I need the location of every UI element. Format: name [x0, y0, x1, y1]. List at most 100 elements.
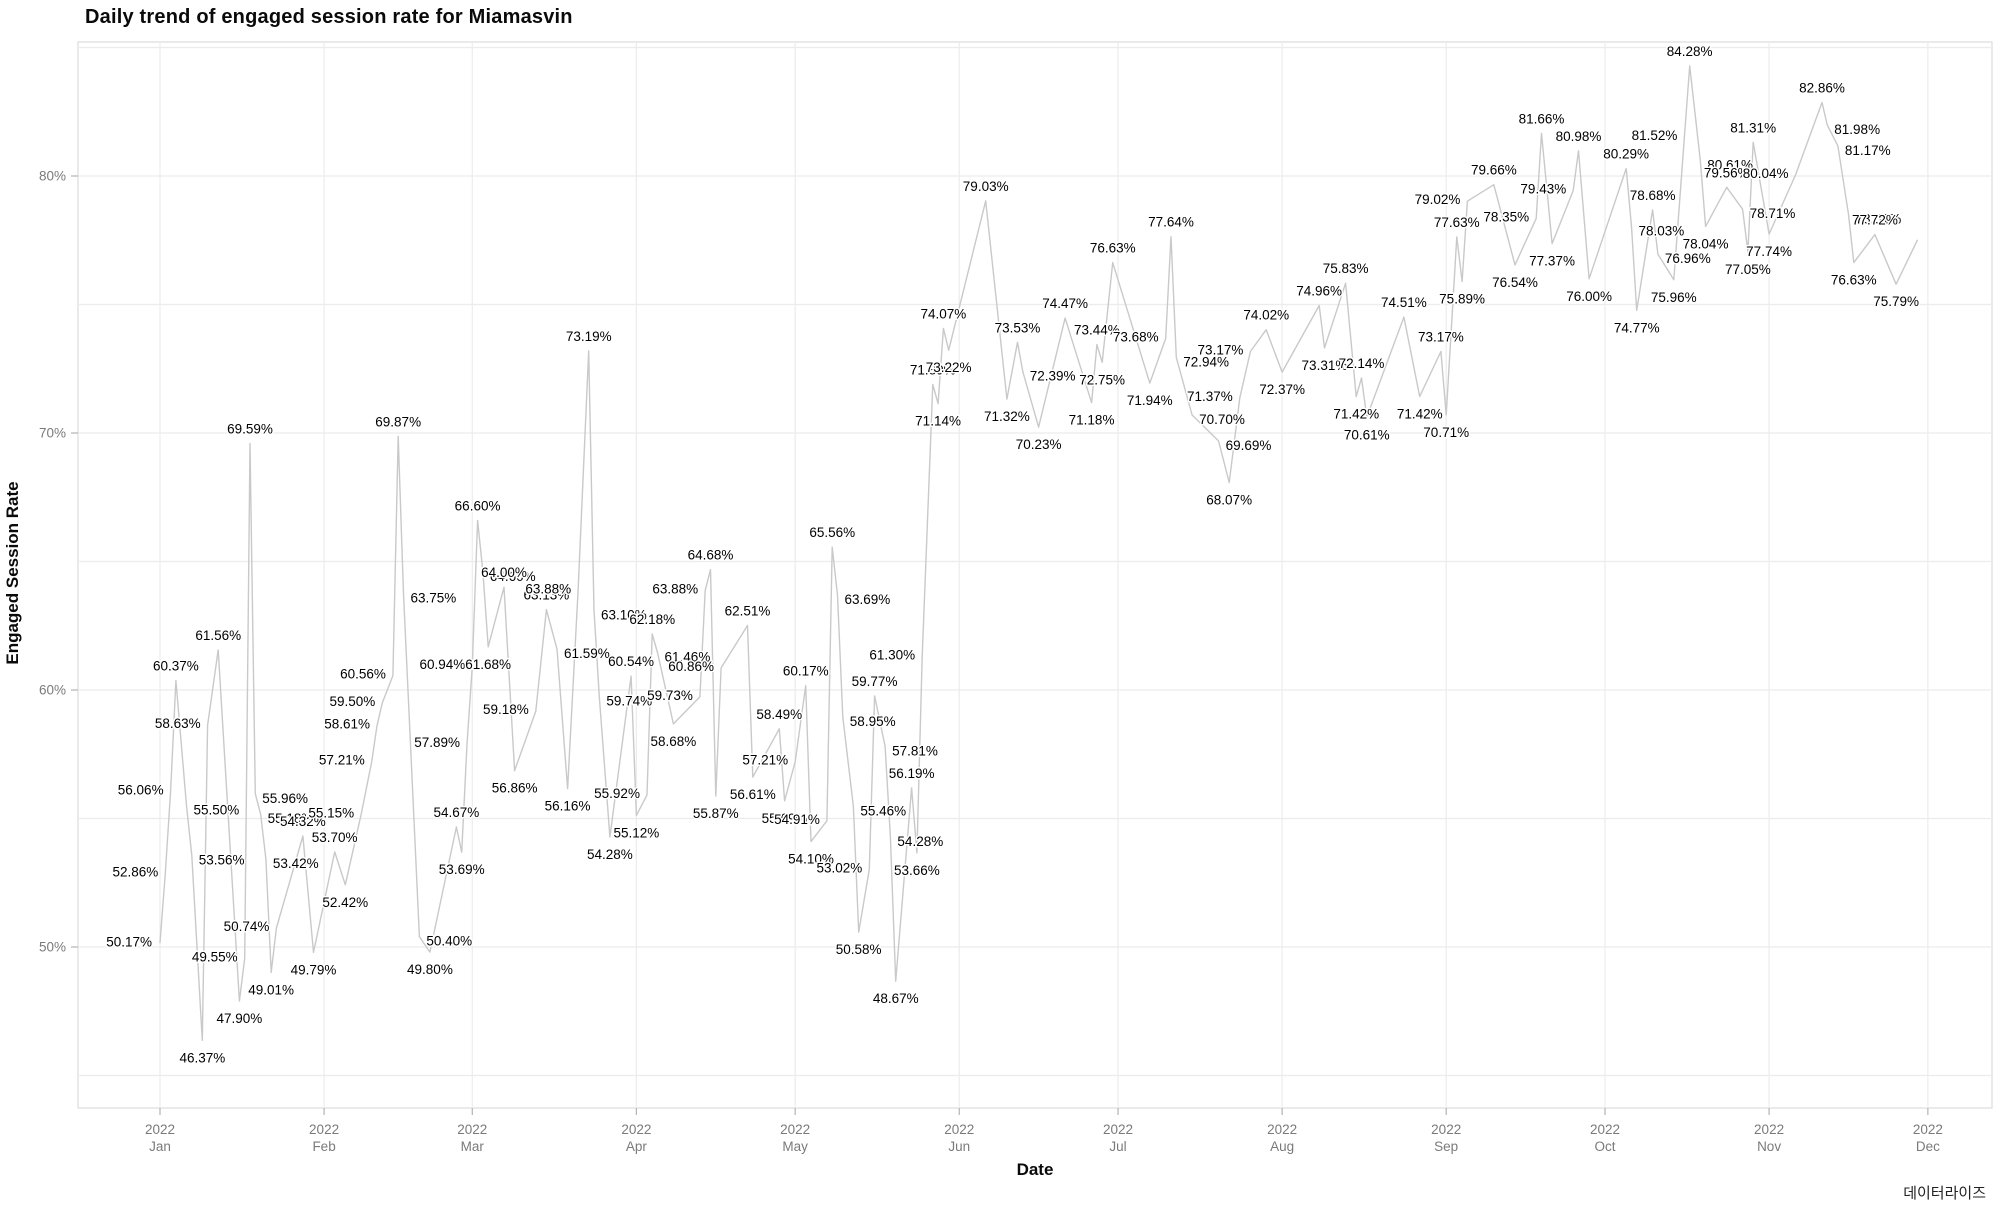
- data-label: 52.86%: [112, 864, 158, 879]
- data-label: 54.10%: [788, 852, 834, 867]
- plot-panel: [77, 41, 1993, 1109]
- data-label: 75.83%: [1323, 261, 1369, 276]
- x-tick-year: 2022: [1267, 1122, 1297, 1137]
- data-label: 58.61%: [324, 717, 370, 732]
- data-label: 77.63%: [1434, 215, 1480, 230]
- data-label: 73.19%: [566, 329, 612, 344]
- data-label: 57.89%: [414, 735, 460, 750]
- data-label: 50.74%: [224, 919, 270, 934]
- data-label: 80.98%: [1556, 129, 1602, 144]
- data-label: 64.60%: [490, 569, 536, 584]
- data-label: 53.02%: [816, 860, 862, 875]
- data-label: 57.21%: [742, 753, 788, 768]
- data-label: 69.69%: [1226, 438, 1272, 453]
- data-label: 64.68%: [688, 548, 734, 563]
- data-label: 73.31%: [1302, 358, 1348, 373]
- data-label: 73.68%: [1113, 329, 1159, 344]
- data-label: 55.92%: [594, 786, 640, 801]
- x-tick-year: 2022: [1590, 1122, 1620, 1137]
- x-tick-year: 2022: [1913, 1122, 1943, 1137]
- data-label: 63.10%: [601, 607, 647, 622]
- data-label: 53.70%: [312, 830, 358, 845]
- y-tick-label: 50%: [39, 940, 66, 955]
- data-label: 53.56%: [199, 853, 245, 868]
- x-tick-year: 2022: [145, 1122, 175, 1137]
- data-label: 74.51%: [1381, 295, 1427, 310]
- data-label: 74.96%: [1296, 284, 1342, 299]
- x-tick-year: 2022: [1431, 1122, 1461, 1137]
- data-label: 70.61%: [1344, 427, 1390, 442]
- data-label: 58.49%: [756, 707, 802, 722]
- data-label: 59.18%: [483, 702, 529, 717]
- data-label: 75.79%: [1873, 294, 1919, 309]
- data-label: 62.51%: [725, 603, 771, 618]
- data-label: 77.74%: [1746, 244, 1792, 259]
- data-label: 57.81%: [892, 743, 938, 758]
- data-label: 60.86%: [668, 659, 714, 674]
- data-label: 59.50%: [330, 694, 376, 709]
- data-label: 48.67%: [873, 991, 919, 1006]
- data-label: 71.89%: [910, 362, 956, 377]
- data-label: 81.66%: [1519, 111, 1565, 126]
- data-label: 71.32%: [984, 409, 1030, 424]
- data-label: 73.44%: [1074, 323, 1120, 338]
- data-label: 61.68%: [465, 657, 511, 672]
- data-label: 63.13%: [523, 588, 569, 603]
- data-label: 55.46%: [860, 804, 906, 819]
- data-label: 55.87%: [693, 806, 739, 821]
- data-label: 81.52%: [1632, 128, 1678, 143]
- data-label: 73.53%: [995, 320, 1041, 335]
- data-label: 56.86%: [492, 781, 538, 796]
- x-tick-month: Jun: [948, 1139, 970, 1154]
- x-tick-month: Jul: [1109, 1139, 1126, 1154]
- data-label: 81.31%: [1730, 120, 1776, 135]
- data-label: 64.00%: [481, 565, 527, 580]
- y-tick-label: 60%: [39, 683, 66, 698]
- data-label: 79.66%: [1471, 163, 1517, 178]
- data-label: 77.05%: [1725, 262, 1771, 277]
- data-label: 58.68%: [651, 734, 697, 749]
- data-label: 49.80%: [407, 962, 453, 977]
- data-label: 71.37%: [1187, 389, 1233, 404]
- data-label: 76.63%: [1831, 273, 1877, 288]
- data-label: 71.42%: [1397, 407, 1443, 422]
- data-label: 84.28%: [1667, 44, 1713, 59]
- data-label: 50.40%: [426, 934, 472, 949]
- data-label: 72.94%: [1183, 354, 1229, 369]
- data-label: 76.00%: [1566, 289, 1612, 304]
- data-label: 76.63%: [1090, 241, 1136, 256]
- data-label: 54.28%: [587, 847, 633, 862]
- x-tick-year: 2022: [1754, 1122, 1784, 1137]
- data-label: 60.94%: [419, 657, 465, 672]
- data-label: 61.30%: [869, 648, 915, 663]
- data-label: 63.69%: [845, 592, 891, 607]
- data-label: 54.91%: [774, 812, 820, 827]
- data-label: 47.90%: [216, 1011, 262, 1026]
- data-label: 73.17%: [1198, 343, 1244, 358]
- x-tick-year: 2022: [457, 1122, 487, 1137]
- x-tick-year: 2022: [1103, 1122, 1133, 1137]
- data-label: 63.75%: [410, 591, 456, 606]
- data-label: 54.32%: [280, 814, 326, 829]
- x-tick-month: Mar: [461, 1139, 485, 1154]
- x-tick-month: Apr: [626, 1139, 648, 1154]
- data-label: 71.42%: [1333, 407, 1379, 422]
- data-label: 54.67%: [434, 805, 480, 820]
- data-label: 77.37%: [1529, 254, 1575, 269]
- data-label: 77.64%: [1148, 215, 1194, 230]
- chart-title: Daily trend of engaged session rate for …: [85, 6, 573, 28]
- data-label: 55.15%: [308, 806, 354, 821]
- data-label: 59.74%: [606, 694, 652, 709]
- x-tick-year: 2022: [309, 1122, 339, 1137]
- data-label: 75.96%: [1651, 290, 1697, 305]
- data-label: 61.59%: [564, 646, 610, 661]
- data-label: 59.73%: [647, 688, 693, 703]
- data-label: 49.55%: [192, 950, 238, 965]
- data-label: 68.07%: [1206, 493, 1252, 508]
- data-label: 73.17%: [1418, 330, 1464, 345]
- data-label: 60.54%: [608, 654, 654, 669]
- data-label: 75.89%: [1439, 292, 1485, 307]
- data-label: 60.37%: [153, 658, 199, 673]
- data-label: 50.17%: [106, 935, 152, 950]
